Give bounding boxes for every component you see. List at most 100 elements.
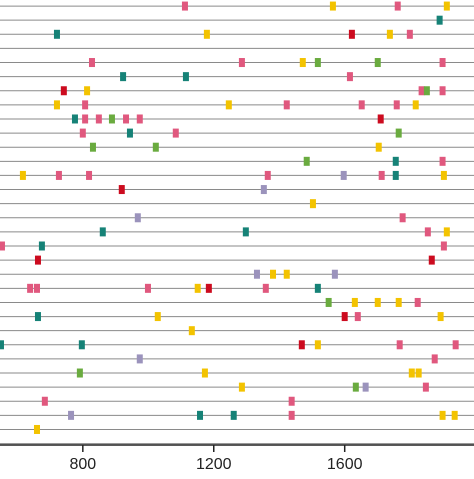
- event-marker: [253, 269, 260, 279]
- event-marker: [238, 382, 245, 392]
- event-marker: [33, 283, 40, 293]
- event-marker: [375, 142, 382, 152]
- event-marker: [392, 170, 399, 180]
- event-marker: [260, 185, 267, 195]
- event-marker: [392, 156, 399, 166]
- x-tick-label: 1600: [327, 456, 363, 473]
- event-marker: [88, 58, 95, 68]
- event-marker: [451, 410, 458, 420]
- x-tick-label: 1200: [196, 456, 232, 473]
- event-marker: [431, 354, 438, 364]
- event-marker: [203, 29, 210, 39]
- event-marker: [414, 297, 421, 307]
- event-marker: [0, 241, 5, 251]
- event-marker: [393, 100, 400, 110]
- event-marker: [108, 114, 115, 124]
- event-marker: [354, 312, 361, 322]
- event-marker: [53, 29, 60, 39]
- event-marker: [181, 1, 188, 11]
- event-marker: [79, 128, 86, 138]
- event-marker: [440, 170, 447, 180]
- event-marker: [288, 396, 295, 406]
- event-marker: [82, 114, 89, 124]
- event-marker: [378, 170, 385, 180]
- event-marker: [346, 72, 353, 82]
- event-marker: [374, 297, 381, 307]
- x-tick-label: 800: [69, 456, 96, 473]
- event-marker: [396, 340, 403, 350]
- event-marker: [34, 255, 41, 265]
- event-marker: [154, 312, 161, 322]
- event-marker: [264, 170, 271, 180]
- event-marker: [439, 156, 446, 166]
- event-marker: [439, 410, 446, 420]
- event-marker: [331, 269, 338, 279]
- event-marker: [428, 255, 435, 265]
- event-marker: [298, 340, 305, 350]
- event-marker: [68, 410, 75, 420]
- event-marker: [412, 100, 419, 110]
- event-marker: [118, 185, 125, 195]
- event-marker: [120, 72, 127, 82]
- event-marker: [34, 312, 41, 322]
- event-marker: [386, 29, 393, 39]
- event-marker: [205, 283, 212, 293]
- event-marker: [60, 86, 67, 96]
- event-marker: [55, 170, 62, 180]
- event-marker: [84, 86, 91, 96]
- event-marker: [341, 312, 348, 322]
- event-marker: [362, 382, 369, 392]
- event-marker: [126, 128, 133, 138]
- event-marker: [194, 283, 201, 293]
- event-marker: [443, 1, 450, 11]
- event-marker: [399, 213, 406, 223]
- event-marker: [134, 213, 141, 223]
- event-marker: [443, 227, 450, 237]
- event-marker: [188, 326, 195, 336]
- event-marker: [283, 100, 290, 110]
- event-marker: [406, 29, 413, 39]
- event-marker: [78, 340, 85, 350]
- event-marker: [314, 58, 321, 68]
- event-marker: [136, 354, 143, 364]
- event-marker: [99, 227, 106, 237]
- event-marker: [439, 86, 446, 96]
- event-marker: [329, 1, 336, 11]
- event-marker: [144, 283, 151, 293]
- event-marker: [123, 114, 130, 124]
- event-marker: [325, 297, 332, 307]
- event-marker: [408, 368, 415, 378]
- event-marker: [439, 58, 446, 68]
- event-marker: [53, 100, 60, 110]
- event-marker: [27, 283, 34, 293]
- event-marker: [95, 114, 102, 124]
- event-marker: [352, 382, 359, 392]
- event-marker: [314, 283, 321, 293]
- event-marker: [41, 396, 48, 406]
- event-marker: [309, 199, 316, 209]
- event-marker: [303, 156, 310, 166]
- event-marker: [262, 283, 269, 293]
- event-marker: [38, 241, 45, 251]
- event-marker: [89, 142, 96, 152]
- event-marker: [452, 340, 459, 350]
- event-marker: [395, 297, 402, 307]
- event-marker: [136, 114, 143, 124]
- event-marker: [86, 170, 93, 180]
- event-marker: [351, 297, 358, 307]
- event-marker: [299, 58, 306, 68]
- event-marker: [437, 312, 444, 322]
- event-marker: [288, 410, 295, 420]
- event-marker: [340, 170, 347, 180]
- event-marker: [182, 72, 189, 82]
- event-marker: [270, 269, 277, 279]
- event-marker: [242, 227, 249, 237]
- event-marker: [374, 58, 381, 68]
- event-marker: [19, 170, 26, 180]
- event-marker: [230, 410, 237, 420]
- event-marker: [225, 100, 232, 110]
- event-marker: [33, 424, 40, 434]
- event-marker: [423, 86, 430, 96]
- event-marker: [440, 241, 447, 251]
